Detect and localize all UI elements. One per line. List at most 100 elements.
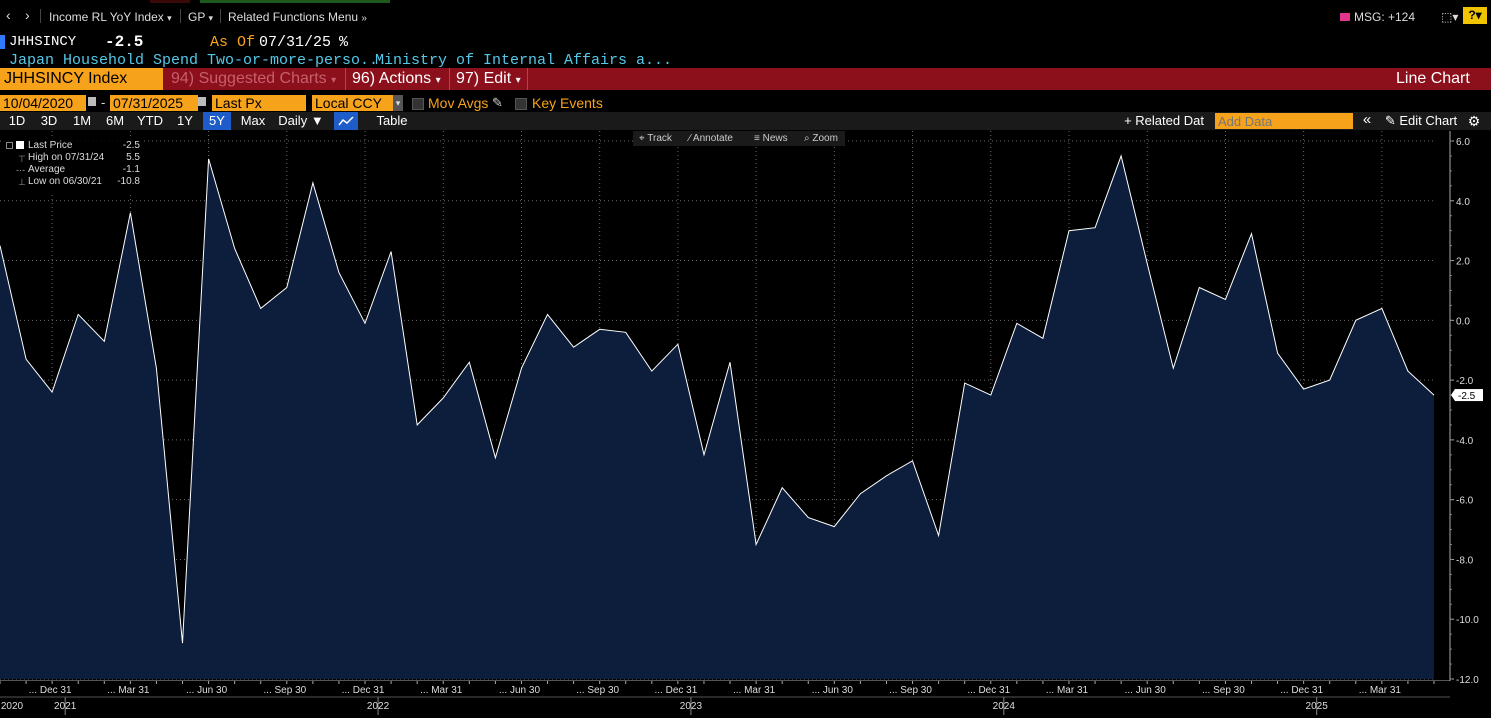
chevron-left-icon[interactable]: ‹ (6, 7, 11, 23)
legend-average-label: Average (28, 164, 66, 175)
chart-area[interactable]: 6.0 4.0 2.0 0.0 -2.0 -4.0 -6.0 -8.0 -10.0 -12.0 -2… (0, 131, 1491, 715)
series-area (0, 155, 1434, 679)
line-chart-icon[interactable] (334, 112, 358, 130)
range-1y-button[interactable]: 1Y (177, 113, 193, 128)
end-date-field[interactable]: 07/31/2025 (110, 95, 198, 111)
chart-tools-bar: ⌖ Track ∕ Annotate ≡ News ⌕ Zoom (633, 131, 845, 146)
zoom-label: Zoom (812, 133, 838, 144)
date-range-row: 10/04/2020 - 07/31/2025 Last Px Local CC… (0, 92, 1491, 112)
add-data-input[interactable] (1215, 113, 1353, 129)
legend-low-label: Low on 06/30/21 (28, 176, 102, 187)
gear-icon[interactable]: ⚙ (1467, 113, 1481, 129)
high-marker-icon: ⊤ (18, 154, 26, 164)
function-menu[interactable]: GP ▾ (188, 10, 213, 24)
suggested-charts-button[interactable]: 94) Suggested Charts ▾ (171, 68, 336, 90)
related-functions-label: Related Functions Menu (228, 10, 359, 24)
line-chart-svg[interactable]: 6.0 4.0 2.0 0.0 -2.0 -4.0 -6.0 -8.0 -10.0 -12.0 -2… (0, 131, 1491, 715)
x-tick-label: ... Mar 31 (1046, 685, 1089, 696)
help-button[interactable]: ?▾ (1463, 7, 1487, 24)
y-tick-label: -12.0 (1456, 675, 1479, 686)
y-tick-label: -8.0 (1456, 555, 1474, 566)
chevron-down-icon: ▾ (515, 75, 521, 86)
x-tick-label: ... Mar 31 (1359, 685, 1402, 696)
track-tool[interactable]: ⌖ Track (639, 133, 672, 144)
range-1d-button[interactable]: 1D (8, 113, 26, 128)
function-bar-divider (527, 68, 528, 90)
pencil-icon[interactable]: ✎ (492, 95, 503, 110)
pencil-icon: ∕ (689, 133, 691, 144)
range-3d-button[interactable]: 3D (40, 113, 58, 128)
legend-last-price-label: Last Price (28, 140, 73, 151)
key-events-checkbox[interactable] (515, 98, 527, 110)
zoom-tool[interactable]: ⌕ Zoom (804, 133, 838, 144)
table-button[interactable]: Table (376, 113, 408, 128)
chevron-down-icon[interactable]: ▾ (393, 95, 403, 111)
chevron-down-icon: ▾ (435, 75, 441, 86)
messages-button[interactable]: MSG: +124 (1340, 10, 1415, 24)
zoom-icon: ⌕ (804, 133, 810, 144)
edit-button[interactable]: 97) Edit ▾ (456, 68, 521, 90)
as-of-label: As Of (210, 34, 256, 51)
annotate-label: Annotate (692, 133, 733, 144)
chart-toolbar: 1D 3D 1M 6M YTD 1Y 5Y Max Daily ▼ Table … (0, 112, 1491, 130)
top-strip-red (150, 0, 190, 3)
range-6m-button[interactable]: 6M (105, 113, 125, 128)
x-tick-label: ... Dec 31 (1280, 685, 1323, 696)
calendar-icon[interactable] (88, 97, 96, 106)
top-navigation-bar: ‹ › Income RL YoY Index ▾ GP ▾ Related F… (0, 0, 1491, 33)
x-tick-label: ... Jun 30 (186, 685, 228, 696)
x-tick-label: ... Jun 30 (1125, 685, 1167, 696)
ticker-last-value: -2.5 (105, 33, 144, 51)
x-tick-label: ... Mar 31 (107, 685, 150, 696)
y-tick-label: -10.0 (1456, 615, 1479, 626)
currency-select[interactable]: Local CCY (312, 95, 398, 111)
top-strip-green (200, 0, 390, 3)
date-range-separator: - (101, 95, 106, 110)
news-tool[interactable]: ≡ News (754, 133, 788, 144)
price-field-select[interactable]: Last Px (212, 95, 306, 111)
y-tick-label: -6.0 (1456, 496, 1474, 507)
x-tick-label: ... Dec 31 (342, 685, 385, 696)
range-5y-button[interactable]: 5Y (203, 112, 231, 130)
actions-label: 96) Actions (352, 70, 432, 87)
function-bar-divider (449, 68, 450, 90)
chart-legend[interactable]: Last Price -2.5 ⊤ High on 07/31/24 5.5 -… (4, 138, 144, 192)
mov-avgs-checkbox[interactable] (412, 98, 424, 110)
x-year-label: 2022 (367, 701, 390, 712)
range-1m-button[interactable]: 1M (72, 113, 92, 128)
security-field[interactable]: JHHSINCY Index (0, 68, 163, 90)
security-menu-label: Income RL YoY Index (49, 10, 164, 24)
pencil-icon: ✎ (1384, 113, 1396, 128)
y-tick-label: 2.0 (1456, 257, 1470, 268)
legend-last-price-value: -2.5 (122, 140, 140, 151)
low-marker-icon: ⊥ (18, 177, 26, 187)
window-options-icon[interactable]: ⬚▾ (1441, 10, 1459, 24)
security-menu[interactable]: Income RL YoY Index ▾ (49, 10, 172, 24)
collapse-icon[interactable]: « (1362, 111, 1372, 128)
related-data-button[interactable]: + Related Dat (1118, 112, 1210, 130)
start-date-field[interactable]: 10/04/2020 (0, 95, 86, 111)
news-icon: ≡ (754, 133, 760, 144)
annotate-tool[interactable]: ∕ Annotate (689, 133, 733, 144)
actions-button[interactable]: 96) Actions ▾ (352, 68, 441, 90)
edit-chart-button[interactable]: ✎ Edit Chart (1381, 112, 1461, 130)
help-label: ? (1468, 8, 1476, 22)
range-ytd-button[interactable]: YTD (137, 113, 163, 128)
x-year-label: 2024 (993, 701, 1016, 712)
x-tick-label: ... Sep 30 (889, 685, 932, 696)
calendar-icon[interactable] (198, 97, 206, 106)
news-label: News (762, 133, 788, 144)
frequency-select[interactable]: Daily ▼ (275, 112, 327, 130)
legend-toggle-icon[interactable] (6, 142, 13, 149)
range-max-button[interactable]: Max (240, 113, 266, 128)
related-functions-menu[interactable]: Related Functions Menu » (228, 10, 367, 24)
x-tick-label: ... Sep 30 (576, 685, 619, 696)
x-tick-label: ... Mar 31 (420, 685, 463, 696)
messages-label: MSG: +124 (1354, 10, 1416, 24)
x-year-label: 2023 (680, 701, 703, 712)
x-tick-label: ... Sep 30 (1202, 685, 1245, 696)
chevron-down-icon: ▾ (208, 13, 213, 23)
chevron-right-icon[interactable]: › (25, 7, 30, 23)
edit-chart-label: Edit Chart (1399, 113, 1458, 128)
x-tick-label: ... Dec 31 (654, 685, 697, 696)
